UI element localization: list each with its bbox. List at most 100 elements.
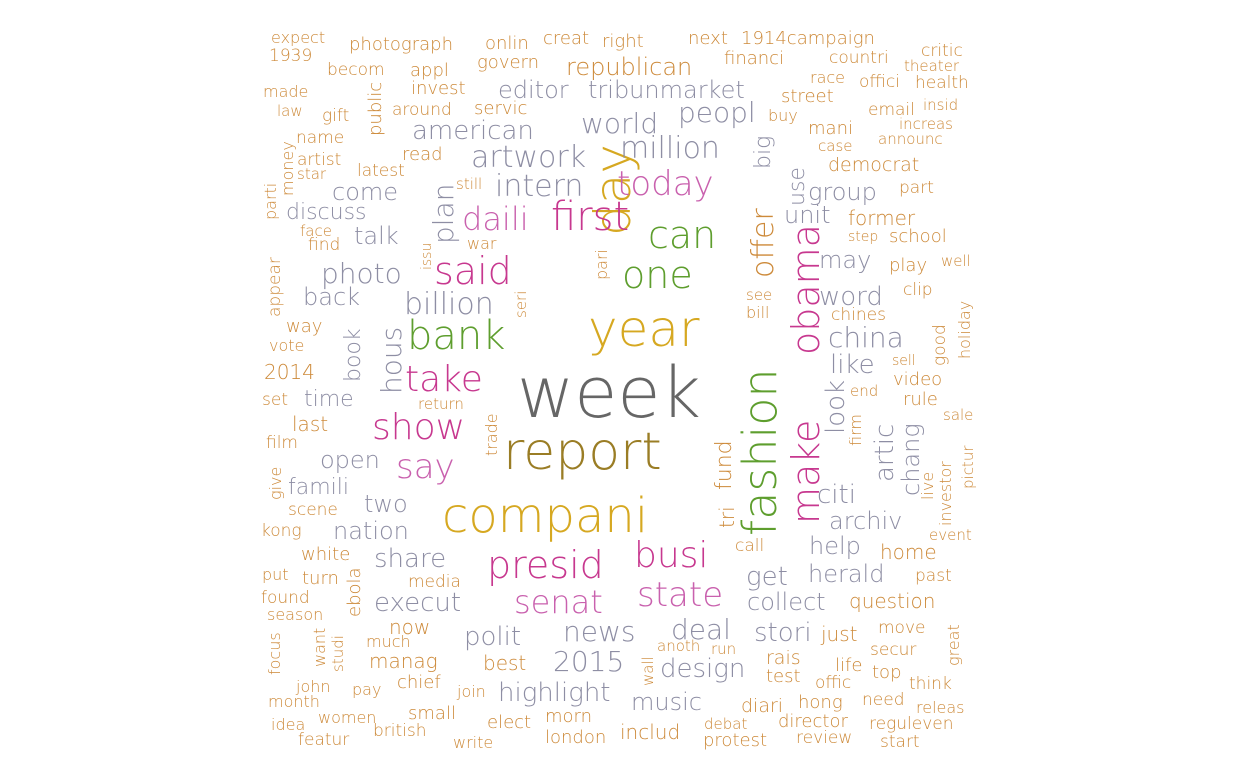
word-presid: presid [487, 543, 604, 587]
word-public: public [365, 81, 386, 136]
word-open: open [320, 446, 380, 474]
word-appear: appear [265, 257, 285, 317]
word-theater: theater [904, 57, 960, 75]
word-vote: vote [269, 336, 305, 355]
word-best: best [483, 651, 527, 675]
word-right: right [602, 31, 644, 52]
word-use: use [785, 167, 810, 206]
word-small: small [408, 703, 456, 724]
word-season: season [267, 605, 324, 624]
word-life: life [835, 655, 863, 676]
word-american: american [412, 116, 534, 146]
word-today: today [617, 164, 714, 204]
word-creat: creat [543, 28, 590, 49]
word-around: around [392, 100, 452, 120]
word-famili: famili [288, 475, 349, 500]
word-month: month [268, 692, 320, 711]
word-get: get [746, 562, 788, 592]
word-intern: intern [495, 169, 584, 204]
word-hous: hous [375, 326, 408, 394]
word-protest: protest [703, 730, 768, 751]
word-just: just [821, 622, 858, 646]
word-investor: investor [936, 461, 955, 526]
word-two: two [364, 490, 408, 518]
word-insid: insid [923, 96, 959, 114]
word-one: one [622, 253, 693, 297]
word-plan: plan [427, 183, 460, 244]
word-2014: 2014 [264, 360, 315, 384]
word-parti: parti [261, 182, 280, 220]
word-increas: increas [899, 115, 953, 133]
word-invest: invest [411, 78, 466, 99]
word-much: much [366, 632, 411, 651]
word-set: set [262, 390, 288, 410]
word-pari: pari [592, 249, 611, 280]
word-like: like [830, 350, 875, 380]
word-now: now [389, 615, 431, 639]
word-former: former [848, 206, 916, 230]
word-talk: talk [354, 222, 399, 250]
word-share: share [374, 544, 447, 574]
word-money: money [278, 141, 297, 196]
word-back: back [303, 283, 361, 311]
word-becom: becom [327, 60, 385, 80]
word-studi: studi [329, 635, 347, 672]
word-found: found [261, 588, 310, 608]
word-well: well [941, 252, 971, 270]
word-war: war [467, 234, 497, 253]
word-chief: chief [397, 672, 441, 693]
word-see: see [746, 286, 773, 304]
word-return: return [418, 395, 464, 413]
word-race: race [810, 68, 846, 87]
word-said: said [434, 249, 512, 293]
word-kong: kong [261, 521, 302, 541]
word-week: week [517, 352, 701, 434]
word-news: news [563, 615, 636, 648]
word-read: read [402, 144, 443, 165]
word-white: white [301, 544, 351, 565]
word-way: way [286, 316, 323, 337]
word-street: street [781, 86, 834, 107]
word-home: home [880, 540, 937, 564]
word-archiv: archiv [829, 507, 903, 535]
word-countri: countri [829, 48, 889, 68]
word-busi: busi [634, 535, 709, 576]
word-find: find [308, 235, 341, 255]
word-expect: expect [271, 28, 326, 47]
word-offer: offer [746, 208, 781, 278]
word-1939: 1939 [269, 46, 313, 66]
word-test: test [766, 666, 801, 687]
word-seri: seri [512, 290, 530, 318]
word-herald: herald [808, 560, 885, 588]
word-billion: billion [404, 287, 494, 322]
word-still: still [456, 175, 483, 193]
word-state: state [637, 575, 724, 615]
word-bank: bank [407, 313, 506, 359]
word-show: show [372, 407, 466, 448]
word-latest: latest [357, 161, 405, 181]
word-design: design [660, 654, 746, 684]
word-give: give [266, 466, 285, 500]
word-secur: secur [870, 640, 917, 660]
word-artwork: artwork [471, 140, 587, 175]
word-say: say [396, 447, 455, 487]
word-film: film [266, 433, 298, 453]
word-offic: offic [815, 673, 852, 693]
word-featur: featur [298, 730, 350, 750]
word-onlin: onlin [485, 33, 529, 54]
word-world: world [581, 107, 659, 140]
word-may: may [819, 246, 872, 274]
word-issu: issu [419, 242, 435, 270]
word-made: made [263, 82, 309, 101]
word-face: face [300, 222, 332, 240]
word-peopl: peopl [678, 96, 756, 129]
word-tri: tri [715, 506, 739, 528]
word-collect: collect [747, 588, 826, 616]
word-nation: nation [333, 517, 409, 545]
word-execut: execut [374, 588, 462, 618]
word-live: live [918, 471, 937, 500]
word-run: run [711, 640, 737, 658]
word-discuss: discuss [286, 200, 367, 225]
word-question: question [849, 589, 936, 613]
word-music: music [631, 688, 702, 716]
